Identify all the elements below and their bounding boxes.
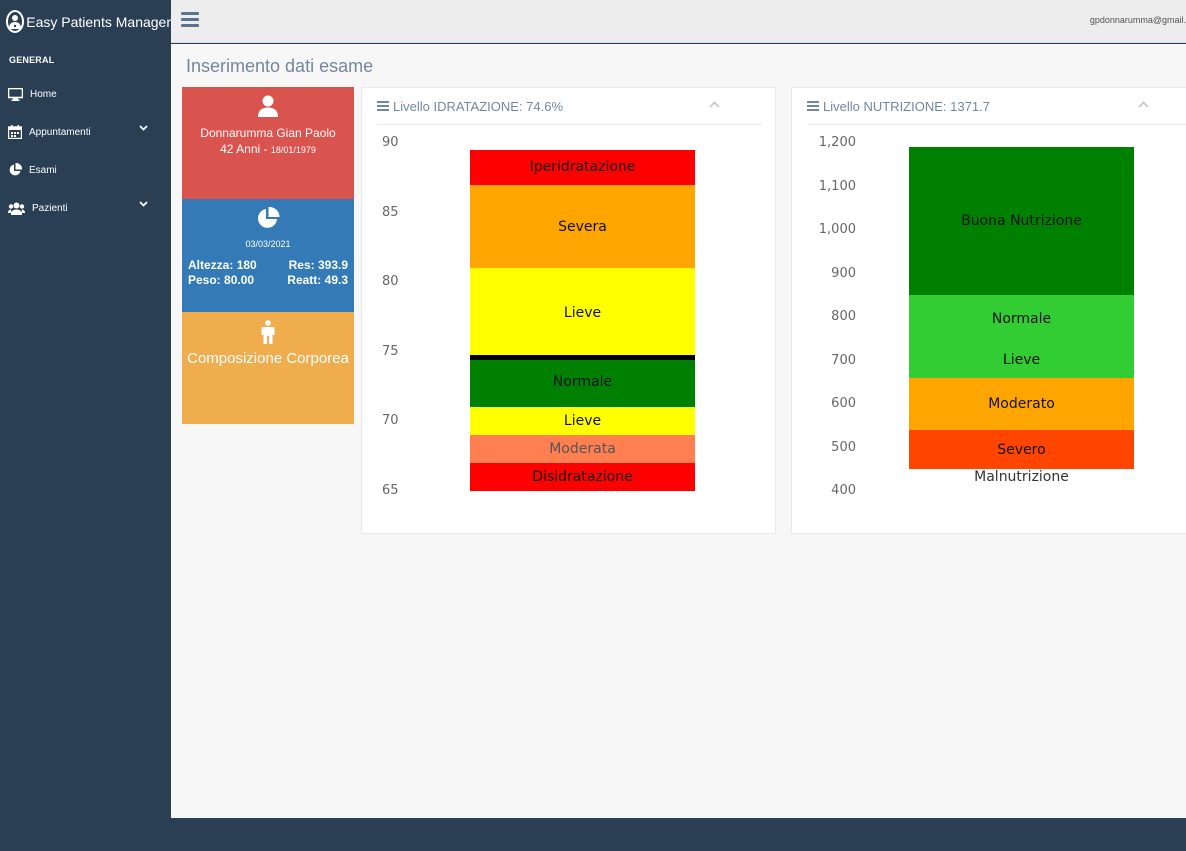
- chart-band: Lieve: [470, 407, 695, 436]
- footer: [171, 818, 1186, 851]
- bars-icon: [377, 101, 389, 111]
- res-stat: Res: 393.9: [288, 258, 348, 272]
- bars-icon: [807, 101, 819, 111]
- page-title: Inserimento dati esame: [186, 56, 374, 76]
- sidebar: Easy Patients Manager GENERAL Home Appun…: [0, 0, 171, 851]
- y-tick-label: 90: [382, 135, 399, 150]
- y-tick-label: 80: [382, 274, 399, 290]
- sidebar-item-pazienti[interactable]: Pazienti: [0, 189, 171, 227]
- top-navbar: gpdonnarumma@gmail.: [171, 0, 1186, 43]
- sidebar-item-esami[interactable]: Esami: [0, 151, 171, 189]
- users-icon: [8, 202, 25, 215]
- pie-chart-icon: [9, 163, 22, 176]
- chart-band: Normale: [909, 295, 1134, 344]
- hydration-panel-header: Livello IDRATAZIONE: 74.6%: [377, 88, 762, 125]
- patient-dob: 18/01/1979: [270, 145, 316, 155]
- nutrition-panel-header: Livello NUTRIZIONE: 1371.7: [807, 88, 1186, 125]
- chart-band: Severo: [909, 430, 1134, 470]
- y-tick-label: 65: [382, 483, 399, 498]
- menu-toggle-icon[interactable]: [181, 12, 199, 28]
- patient-name: Donnarumma Gian Paolo: [200, 126, 336, 140]
- chevron-down-icon: [139, 125, 148, 131]
- app-title: Easy Patients Manager: [26, 13, 171, 30]
- menu-section-title: GENERAL: [9, 55, 55, 65]
- user-icon: [182, 95, 354, 117]
- value-marker: [470, 355, 695, 361]
- sidebar-item-label: Pazienti: [32, 202, 68, 214]
- chart-below-label: Malnutrizione: [974, 469, 1069, 485]
- y-tick-label: 800: [831, 309, 856, 324]
- chart-band: Lieve: [909, 343, 1134, 378]
- hydration-title: Livello IDRATAZIONE: 74.6%: [393, 98, 564, 114]
- sidebar-item-label: Esami: [29, 164, 57, 176]
- exam-stats: Altezza: 180 Peso: 80.00 Res: 393.9 Reat…: [182, 258, 354, 288]
- chart-band: Moderata: [470, 435, 695, 464]
- sidebar-item-appuntamenti[interactable]: Appuntamenti: [0, 113, 171, 151]
- y-tick-label: 700: [831, 352, 856, 368]
- desktop-icon: [8, 87, 23, 101]
- y-tick-label: 400: [831, 483, 856, 498]
- exam-tile[interactable]: 03/03/2021 Altezza: 180 Peso: 80.00 Res:…: [182, 199, 354, 312]
- y-tick-label: 75: [382, 343, 399, 359]
- y-tick-label: 1,000: [818, 222, 856, 237]
- reatt-stat: Reatt: 49.3: [287, 273, 348, 287]
- calendar-icon: [8, 125, 22, 139]
- chart-band: Moderato: [909, 377, 1134, 431]
- sidebar-item-home[interactable]: Home: [0, 75, 171, 113]
- brand[interactable]: Easy Patients Manager: [0, 0, 171, 43]
- chart-band: Severa: [470, 184, 695, 269]
- composition-title: Composizione Corporea: [187, 350, 349, 367]
- patient-tile[interactable]: Donnarumma Gian Paolo 42 Anni - 18/01/19…: [182, 87, 354, 199]
- y-tick-label: 600: [831, 396, 856, 411]
- chevron-up-icon[interactable]: [1138, 101, 1149, 108]
- patient-age: 42 Anni - 18/01/1979: [220, 142, 316, 156]
- chevron-down-icon: [139, 201, 148, 207]
- male-figure-icon: [182, 320, 354, 344]
- hydration-panel: Livello IDRATAZIONE: 74.6% 90 85 80 75 70 65 I…: [361, 87, 776, 534]
- nutrition-panel: Livello NUTRIZIONE: 1371.7 1,200 1,100 1,0…: [791, 87, 1186, 534]
- pie-chart-icon: [182, 207, 354, 229]
- main-content: Inserimento dati esame Donnarumma Gian P…: [171, 44, 1186, 818]
- exam-date: 03/03/2021: [245, 239, 291, 249]
- y-tick-label: 500: [831, 439, 856, 455]
- y-tick-label: 70: [382, 413, 399, 429]
- chart-band: Normale: [470, 357, 695, 408]
- altezza-stat: Altezza: 180: [188, 258, 257, 272]
- y-tick-label: 85: [382, 204, 399, 220]
- sidebar-item-label: Home: [30, 88, 57, 100]
- sidebar-item-label: Appuntamenti: [29, 126, 91, 138]
- y-tick-label: 1,200: [818, 135, 856, 150]
- chevron-up-icon[interactable]: [709, 101, 720, 108]
- nutrition-title: Livello NUTRIZIONE: 1371.7: [823, 98, 990, 114]
- chart-band: Iperidratazione: [470, 149, 695, 185]
- chart-band: Lieve: [470, 268, 695, 358]
- user-menu[interactable]: gpdonnarumma@gmail.: [1089, 15, 1186, 25]
- chart-band: Disidratazione: [470, 463, 695, 491]
- y-tick-label: 900: [831, 265, 856, 281]
- peso-stat: Peso: 80.00: [188, 273, 255, 287]
- y-tick-label: 1,100: [818, 178, 856, 194]
- chart-band: Buona Nutrizione: [909, 147, 1134, 296]
- doctor-icon: [6, 10, 25, 33]
- composition-tile[interactable]: Composizione Corporea: [182, 312, 354, 424]
